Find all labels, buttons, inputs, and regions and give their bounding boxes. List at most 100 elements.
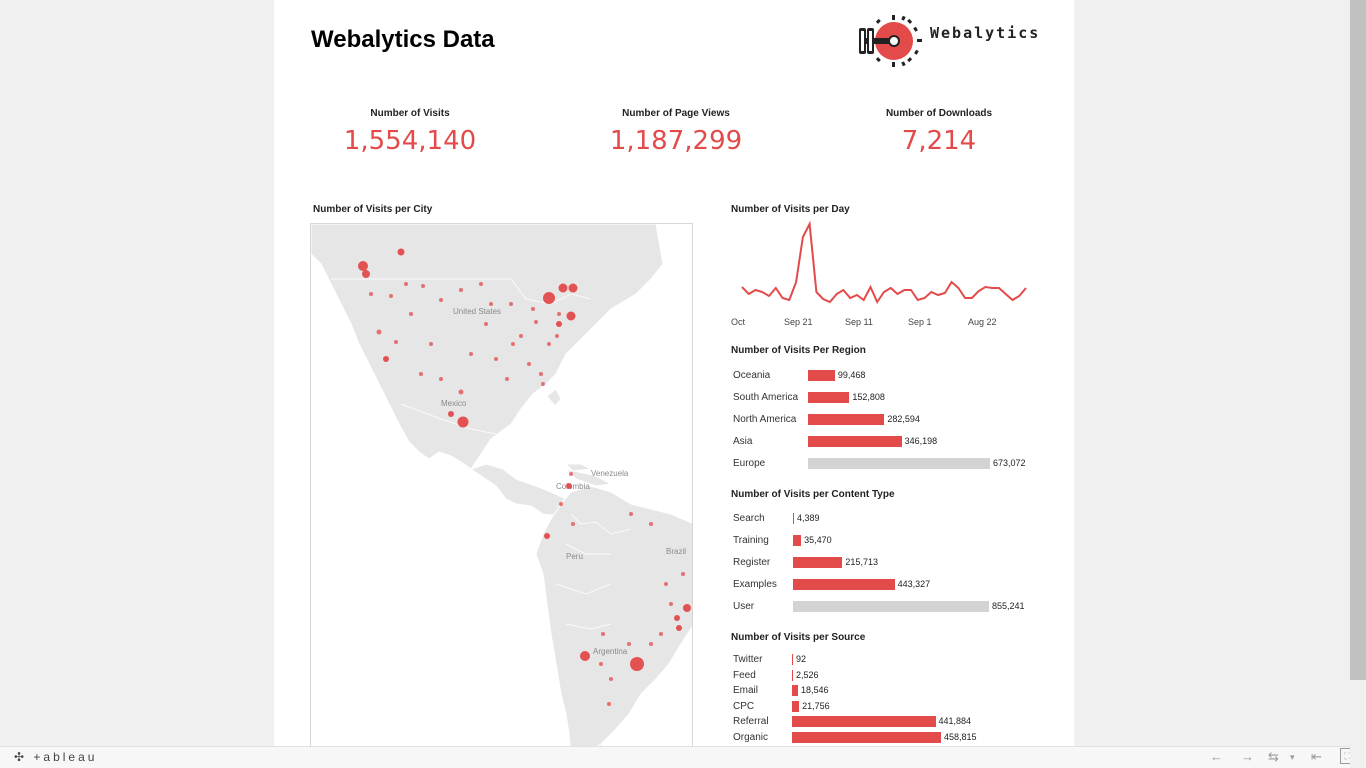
city-visit-dot[interactable]: [559, 502, 563, 506]
city-visit-dot[interactable]: [566, 311, 576, 321]
bar-row[interactable]: Email 18,546: [728, 684, 1028, 698]
bar[interactable]: [808, 414, 885, 425]
city-visit-dot[interactable]: [484, 322, 488, 326]
bar[interactable]: [808, 436, 902, 447]
city-visits-map[interactable]: United States Mexico Venezuela Colombia …: [310, 223, 693, 746]
bar-row[interactable]: Asia 346,198: [728, 435, 1028, 449]
city-visit-dot[interactable]: [664, 582, 668, 586]
city-visit-dot[interactable]: [569, 472, 573, 476]
bar[interactable]: [792, 732, 941, 743]
city-visit-dot[interactable]: [629, 512, 633, 516]
bar-row[interactable]: Europe 673,072: [728, 457, 1028, 471]
city-visit-dot[interactable]: [397, 248, 405, 256]
bar[interactable]: [792, 700, 800, 712]
city-visit-dot[interactable]: [558, 283, 568, 293]
city-visit-dot[interactable]: [547, 342, 551, 346]
city-visit-dot[interactable]: [494, 357, 498, 361]
city-visit-dot[interactable]: [601, 632, 605, 636]
scrollbar-thumb[interactable]: [1350, 0, 1366, 680]
city-visit-dot[interactable]: [527, 362, 531, 366]
undo-icon[interactable]: ←: [1210, 749, 1223, 764]
city-visit-dot[interactable]: [541, 382, 545, 386]
bar-row[interactable]: User 855,241: [728, 600, 1028, 614]
city-visit-dot[interactable]: [358, 261, 368, 271]
bar-row[interactable]: Examples 443,327: [728, 578, 1028, 592]
city-visit-dot[interactable]: [659, 632, 663, 636]
city-visit-dot[interactable]: [609, 677, 613, 681]
city-visit-dot[interactable]: [421, 284, 425, 288]
bar-row[interactable]: Feed 2,526: [728, 669, 1028, 683]
bar-row[interactable]: CPC 21,756: [728, 700, 1028, 714]
city-visit-dot[interactable]: [459, 288, 463, 292]
city-visit-dot[interactable]: [544, 533, 550, 539]
city-visit-dot[interactable]: [543, 292, 555, 304]
city-visit-dot[interactable]: [439, 298, 443, 302]
bar-row[interactable]: South America 152,808: [728, 391, 1028, 405]
city-visit-dot[interactable]: [568, 283, 578, 293]
visits-per-region-chart[interactable]: Oceania 99,468 South America 152,808 North A…: [728, 369, 1028, 469]
city-visit-dot[interactable]: [511, 342, 515, 346]
city-visit-dot[interactable]: [505, 377, 509, 381]
bar[interactable]: [793, 535, 802, 546]
city-visit-dot[interactable]: [681, 572, 685, 576]
bar[interactable]: [808, 392, 850, 403]
bar-row[interactable]: Referral 441,884: [728, 715, 1028, 729]
revert-icon[interactable]: ⇆: [1268, 749, 1279, 764]
city-visit-dot[interactable]: [607, 702, 611, 706]
bar[interactable]: [792, 716, 936, 728]
city-visit-dot[interactable]: [571, 522, 575, 526]
city-visit-dot[interactable]: [630, 657, 644, 671]
city-visit-dot[interactable]: [649, 522, 653, 526]
bar[interactable]: [808, 458, 990, 469]
city-visit-dot[interactable]: [458, 389, 464, 395]
redo-icon[interactable]: →: [1241, 749, 1254, 764]
bar[interactable]: [793, 513, 794, 524]
city-visit-dot[interactable]: [469, 352, 473, 356]
bar[interactable]: [808, 370, 835, 381]
city-visit-dot[interactable]: [509, 302, 513, 306]
city-visit-dots[interactable]: [358, 248, 691, 707]
city-visit-dot[interactable]: [539, 372, 543, 376]
city-visit-dot[interactable]: [448, 411, 454, 417]
city-visit-dot[interactable]: [674, 615, 680, 621]
city-visit-dot[interactable]: [556, 321, 562, 327]
bar-row[interactable]: Twitter 92: [728, 653, 1028, 667]
city-visit-dot[interactable]: [489, 302, 493, 306]
city-visit-dot[interactable]: [555, 334, 559, 338]
bar[interactable]: [792, 654, 793, 665]
city-visit-dot[interactable]: [369, 292, 373, 296]
city-visit-dot[interactable]: [557, 312, 561, 316]
city-visit-dot[interactable]: [683, 604, 691, 612]
bar[interactable]: [793, 579, 895, 590]
bar-row[interactable]: Organic 458,815: [728, 731, 1028, 745]
tableau-brand[interactable]: ✣ +ableau: [14, 750, 97, 764]
city-visit-dot[interactable]: [394, 340, 398, 344]
city-visit-dot[interactable]: [676, 625, 682, 631]
city-visit-dot[interactable]: [419, 372, 423, 376]
city-visit-dot[interactable]: [531, 307, 535, 311]
city-visit-dot[interactable]: [383, 356, 389, 362]
bar[interactable]: [793, 557, 843, 568]
bar[interactable]: [792, 669, 793, 681]
city-visit-dot[interactable]: [627, 642, 631, 646]
bar[interactable]: [792, 685, 799, 697]
city-visit-dot[interactable]: [599, 662, 603, 666]
city-visit-dot[interactable]: [404, 282, 408, 286]
city-visit-dot[interactable]: [649, 642, 653, 646]
bar-row[interactable]: North America 282,594: [728, 413, 1028, 427]
reset-icon[interactable]: ⇤: [1311, 749, 1322, 764]
city-visit-dot[interactable]: [566, 483, 572, 489]
city-visit-dot[interactable]: [519, 334, 523, 338]
visits-per-content-type-chart[interactable]: Search 4,389 Training 35,470 Register 215,713…: [728, 512, 1028, 612]
revert-dropdown-icon[interactable]: ▾: [1290, 752, 1295, 762]
city-visit-dot[interactable]: [409, 312, 413, 316]
city-visit-dot[interactable]: [457, 416, 469, 428]
visits-per-source-chart[interactable]: Twitter 92 Feed 2,526 Email 18,546 CPC 21,756 Re…: [728, 653, 1028, 745]
city-visit-dot[interactable]: [439, 377, 443, 381]
city-visit-dot[interactable]: [479, 282, 483, 286]
city-visit-dot[interactable]: [534, 320, 538, 324]
city-visit-dot[interactable]: [389, 294, 393, 298]
visits-per-day-chart[interactable]: Oct Sep 21 Sep 11 Sep 1 Aug 22: [728, 220, 1028, 332]
bar-row[interactable]: Training 35,470: [728, 534, 1028, 548]
city-visit-dot[interactable]: [376, 329, 382, 335]
